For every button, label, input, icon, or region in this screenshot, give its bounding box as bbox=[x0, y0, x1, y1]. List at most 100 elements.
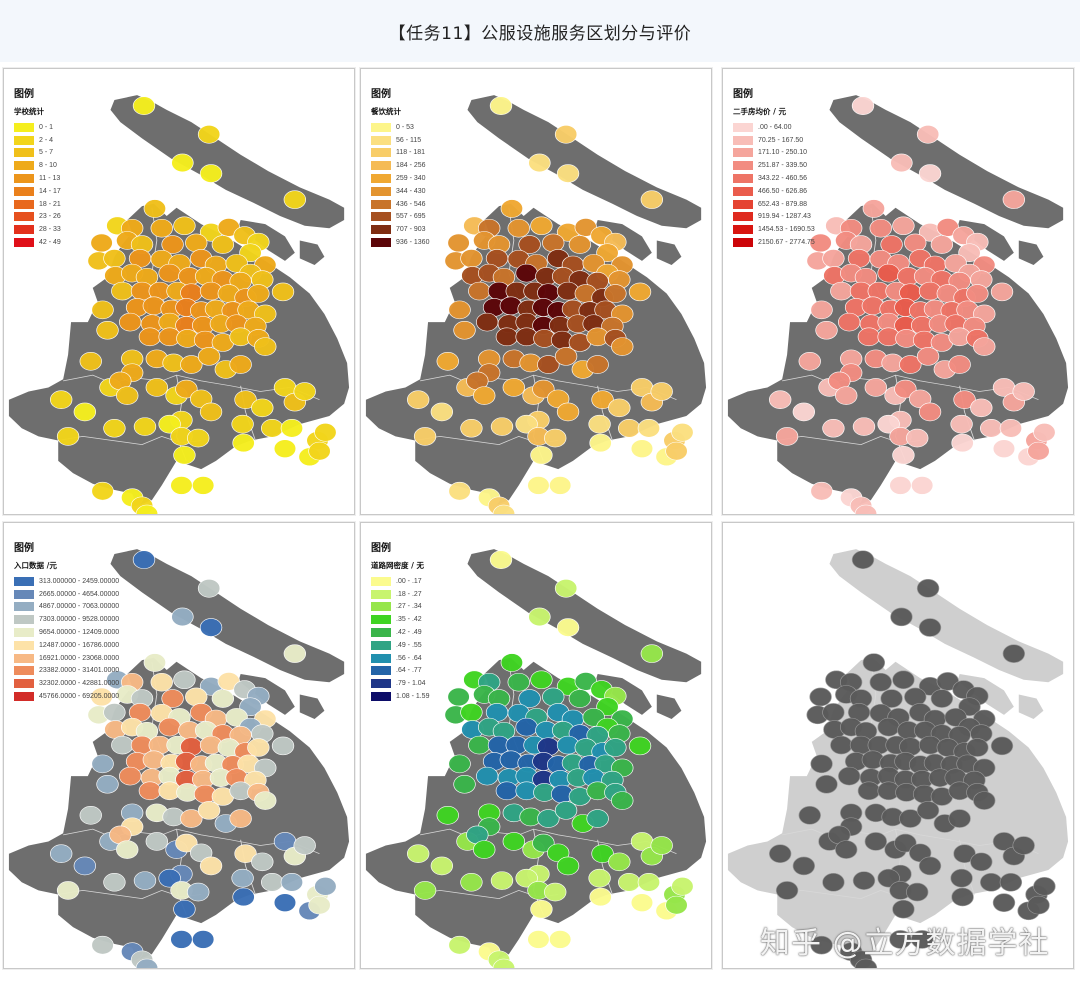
service-area-circle bbox=[231, 868, 254, 888]
shanghai-map bbox=[727, 95, 1069, 514]
legend-item: 466.50 - 626.86 bbox=[733, 185, 815, 198]
legend-item: 1454.53 - 1690.53 bbox=[733, 223, 815, 236]
legend-swatch bbox=[733, 161, 753, 171]
service-area-circle bbox=[916, 125, 940, 144]
service-area-circle bbox=[906, 882, 929, 902]
service-area-circle bbox=[413, 881, 437, 900]
service-area-circle bbox=[916, 347, 940, 366]
service-area-circle bbox=[515, 717, 538, 737]
service-area-circle bbox=[899, 355, 922, 374]
service-area-circle bbox=[170, 476, 193, 495]
service-area-circle bbox=[453, 775, 476, 794]
service-area-circle bbox=[877, 263, 900, 283]
service-area-circle bbox=[314, 423, 337, 442]
service-area-circle bbox=[273, 439, 297, 458]
service-area-circle bbox=[628, 282, 652, 302]
legend-item: 2150.67 - 2774.75 bbox=[733, 236, 815, 249]
service-area-circle bbox=[979, 418, 1003, 438]
legend-swatch bbox=[14, 186, 34, 196]
service-area-circle bbox=[161, 235, 184, 254]
legend-item: 11 - 13 bbox=[14, 172, 61, 185]
service-area-circle bbox=[999, 418, 1023, 438]
legend-swatch bbox=[371, 225, 391, 235]
service-area-circle bbox=[857, 781, 881, 801]
legend-item: 436 - 546 bbox=[371, 198, 429, 211]
legend-swatch bbox=[14, 615, 34, 625]
service-area-circle bbox=[234, 844, 257, 863]
land-shape bbox=[656, 240, 682, 265]
service-area-circle bbox=[999, 872, 1023, 892]
legend-item: .49 - .55 bbox=[371, 639, 429, 652]
service-area-circle bbox=[495, 781, 519, 801]
legend-item: 23 - 26 bbox=[14, 211, 61, 224]
service-area-circle bbox=[247, 738, 270, 757]
legend-label: 45766.0000 - 69205.0000 bbox=[39, 693, 120, 701]
legend-item: 707 - 903 bbox=[371, 223, 429, 236]
service-area-circle bbox=[838, 312, 861, 332]
legend-label: 118 - 181 bbox=[396, 149, 426, 157]
legend-item: 70.25 - 167.50 bbox=[733, 134, 815, 147]
legend-field-name: 二手房均价 / 元 bbox=[733, 107, 786, 116]
service-area-circle bbox=[588, 414, 611, 434]
service-area-circle bbox=[150, 672, 173, 692]
service-area-circle bbox=[892, 445, 915, 465]
service-area-circle bbox=[554, 125, 578, 144]
legend-item: 343.22 - 460.56 bbox=[733, 172, 815, 185]
legend-item: .18 - .27 bbox=[371, 588, 429, 601]
legend-item: 12487.0000 - 16786.0000 bbox=[14, 639, 119, 652]
service-area-circle bbox=[869, 672, 892, 692]
service-area-circle bbox=[589, 887, 612, 907]
service-area-circle bbox=[857, 327, 881, 347]
legend-swatch bbox=[14, 174, 34, 184]
service-area-circle bbox=[56, 881, 80, 900]
service-area-circle bbox=[554, 801, 578, 820]
service-area-circle bbox=[199, 402, 223, 422]
service-area-circle bbox=[1002, 644, 1026, 663]
service-area-circle bbox=[473, 840, 496, 859]
legend-swatch bbox=[371, 576, 391, 586]
map-panel-road-density: 图例 道路网密度 / 无 .00 - .17 .18 - .27 .27 - .34 .3… bbox=[360, 522, 712, 969]
service-area-circle bbox=[528, 607, 551, 627]
legend-item: 557 - 695 bbox=[371, 211, 429, 224]
service-area-circle bbox=[992, 893, 1016, 912]
service-area-circle bbox=[231, 414, 254, 434]
legend-item: 313.000000 - 2459.00000 bbox=[14, 575, 119, 588]
legend-swatch bbox=[14, 628, 34, 638]
service-area-circle bbox=[406, 390, 430, 409]
service-area-circle bbox=[173, 216, 196, 236]
service-area-circle bbox=[507, 672, 530, 692]
service-area-circle bbox=[138, 327, 162, 347]
service-area-circle bbox=[90, 233, 113, 253]
legend-item: 16921.0000 - 23068.0000 bbox=[14, 652, 119, 665]
service-area-circle bbox=[460, 872, 483, 892]
service-area-circle bbox=[283, 190, 307, 209]
legend-label: 16921.0000 - 23068.0000 bbox=[39, 654, 120, 662]
service-area-circle bbox=[314, 877, 337, 896]
service-area-circle bbox=[966, 284, 989, 303]
service-area-circle bbox=[175, 379, 198, 399]
legend-label: 2665.00000 - 4654.00000 bbox=[39, 590, 120, 598]
legend-label: 7303.00000 - 9528.00000 bbox=[39, 616, 120, 624]
service-area-circle bbox=[173, 445, 196, 465]
legend-item: 344 - 430 bbox=[371, 185, 429, 198]
service-area-circle bbox=[180, 809, 203, 828]
legend-swatch bbox=[371, 640, 391, 650]
legend-label: 28 - 33 bbox=[39, 226, 61, 234]
legend-label: .64 - .77 bbox=[396, 667, 422, 675]
legend-swatch bbox=[371, 122, 391, 132]
legend-field-name: 学校统计 bbox=[14, 107, 44, 116]
service-area-circle bbox=[890, 153, 913, 173]
service-area-circle bbox=[527, 930, 550, 949]
service-area-circle bbox=[73, 402, 97, 422]
legend-swatch bbox=[14, 576, 34, 586]
service-area-circle bbox=[852, 871, 876, 890]
legend-item: 0 - 1 bbox=[14, 121, 61, 134]
service-area-circle bbox=[132, 550, 156, 570]
service-area-circle bbox=[234, 390, 257, 409]
service-area-circle bbox=[892, 670, 915, 690]
service-area-circle bbox=[185, 233, 208, 253]
legend-swatch bbox=[14, 225, 34, 235]
service-area-circle bbox=[468, 735, 491, 755]
legend-swatch bbox=[14, 161, 34, 171]
service-area-circle bbox=[158, 868, 181, 888]
